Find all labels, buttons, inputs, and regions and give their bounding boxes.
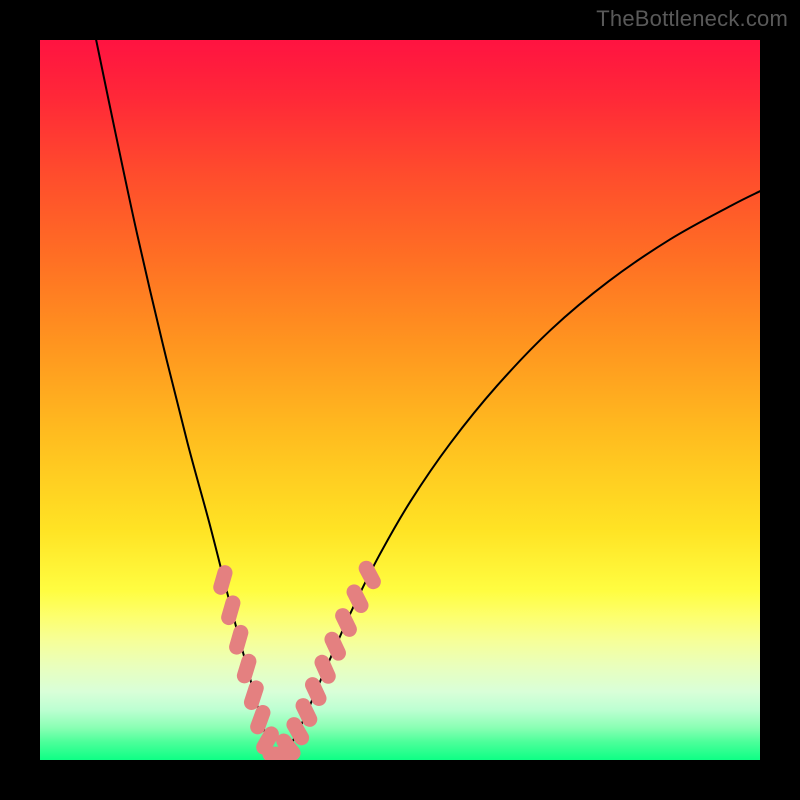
plot-background-gradient	[40, 40, 760, 760]
bottleneck-curve-chart	[0, 0, 800, 800]
watermark-text: TheBottleneck.com	[596, 6, 788, 32]
chart-stage: TheBottleneck.com	[0, 0, 800, 800]
